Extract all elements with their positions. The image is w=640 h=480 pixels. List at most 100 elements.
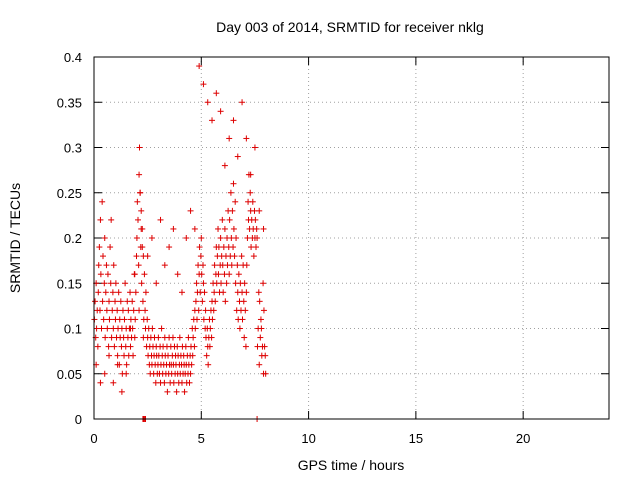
data-point [107,244,114,251]
data-point [103,262,110,269]
data-point [95,289,102,296]
data-point [211,262,218,269]
chart-title: Day 003 of 2014, SRMTID for receiver nkl… [216,19,484,35]
data-point [195,307,202,314]
data-point [200,280,207,287]
data-point [105,343,112,350]
data-point [247,171,254,178]
data-point [213,90,220,97]
data-point [127,289,134,296]
data-point [112,298,119,305]
data-point [130,352,137,359]
data-point [161,262,168,269]
data-point [178,289,185,296]
data-point [118,388,125,395]
data-point [169,334,176,341]
data-point [149,325,156,332]
y-tick-label: 0.35 [57,95,82,110]
data-point [242,343,249,350]
data-point [100,253,107,260]
data-point [111,343,118,350]
data-point [98,325,105,332]
data-point [196,244,203,251]
data-point [194,316,200,323]
data-point [257,334,264,341]
data-point [101,235,108,241]
data-point [106,298,113,305]
data-point [142,307,149,314]
data-point [196,63,203,70]
data-point [136,307,143,314]
data-point [236,325,243,332]
data-point [220,289,227,296]
data-point [176,334,183,341]
data-point [192,298,199,305]
data-point [94,343,101,350]
data-point [241,280,248,287]
data-point [232,198,239,205]
data-point [96,244,103,251]
x-tick-label: 20 [516,431,530,446]
data-point [200,316,207,323]
x-ticks: 0 5 10 15 20 [90,57,530,446]
data-point [200,262,207,269]
data-point [197,253,204,260]
data-point [243,289,250,296]
data-point [134,198,141,205]
data-point [144,253,151,260]
data-point [132,289,139,296]
data-point [215,225,222,232]
data-point [211,289,218,296]
data-point [166,244,173,251]
data-point [182,343,189,350]
plot-frame [93,56,610,420]
data-point [170,225,177,232]
data-point [247,189,254,196]
data-point [256,298,263,305]
data-point [130,307,137,314]
data-point [238,253,245,260]
data-point [203,352,210,359]
data-point [173,388,180,395]
data-point [187,207,194,214]
data-point [209,316,216,323]
data-point [234,153,241,160]
data-point [183,235,190,241]
data-point [217,235,224,241]
data-point [138,225,145,232]
data-point [230,225,237,232]
data-point [108,216,115,223]
data-point [136,171,143,178]
data-point [209,117,216,124]
data-point [250,253,257,260]
data-point [104,325,111,332]
data-point [262,352,269,359]
data-point [144,316,151,323]
data-point [99,298,106,305]
data-point [157,216,164,223]
data-point [193,280,200,287]
data-point [222,298,229,305]
data-point [97,379,104,386]
data-point [186,379,193,386]
x-tick-label: 10 [301,431,315,446]
data-point [256,207,263,214]
data-point [142,289,149,296]
data-point [122,280,129,287]
data-point [262,370,269,377]
data-point [137,189,144,196]
data-point [174,343,181,350]
data-point [110,262,117,269]
data-point [208,334,215,341]
data-point [239,316,246,323]
data-point [97,307,104,314]
data-point [207,325,214,332]
data-point [125,307,132,314]
data-point [112,280,119,287]
data-point [227,189,234,196]
data-point [230,180,237,187]
data-point [103,307,110,314]
y-tick-label: 0.05 [57,367,82,382]
data-point [235,271,242,278]
data-point [226,216,233,223]
